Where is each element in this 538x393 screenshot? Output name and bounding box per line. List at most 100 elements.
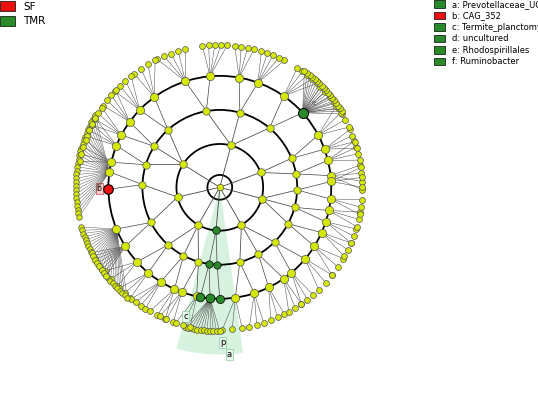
Point: [237, 222, 246, 228]
Point: [320, 85, 328, 91]
Point: [269, 52, 278, 59]
Point: [194, 222, 202, 228]
Point: [144, 61, 152, 68]
Point: [226, 142, 235, 149]
Point: [314, 286, 323, 293]
Point: [136, 303, 145, 309]
Point: [155, 313, 164, 320]
Point: [344, 124, 353, 130]
Point: [198, 43, 207, 49]
Point: [330, 99, 338, 106]
Point: [358, 187, 366, 193]
Point: [74, 160, 82, 166]
Point: [121, 292, 129, 299]
Point: [179, 322, 187, 328]
Point: [298, 110, 307, 116]
Point: [108, 280, 117, 286]
Point: [354, 216, 363, 222]
Point: [105, 169, 114, 175]
Point: [82, 130, 91, 136]
Point: [337, 109, 345, 116]
Point: [82, 237, 90, 243]
Point: [137, 66, 145, 72]
Point: [77, 145, 86, 151]
Point: [72, 198, 81, 205]
Point: [325, 94, 334, 100]
Point: [123, 294, 132, 301]
Point: [253, 79, 262, 86]
Point: [141, 162, 150, 168]
Point: [300, 68, 309, 74]
Point: [141, 306, 150, 312]
Point: [96, 264, 104, 270]
Point: [200, 327, 208, 334]
Point: [115, 285, 123, 291]
Point: [228, 326, 237, 332]
Point: [279, 93, 288, 99]
Text: e: e: [312, 100, 316, 106]
Point: [178, 289, 186, 295]
Point: [236, 259, 244, 265]
Point: [209, 328, 218, 334]
Point: [284, 220, 293, 227]
Point: [237, 43, 245, 50]
Point: [164, 127, 172, 133]
Point: [174, 48, 182, 54]
Point: [308, 76, 316, 82]
Point: [186, 323, 195, 330]
Wedge shape: [176, 187, 243, 354]
Point: [150, 94, 159, 100]
Point: [170, 286, 179, 292]
Point: [181, 46, 190, 52]
Point: [293, 65, 302, 71]
Point: [236, 109, 244, 116]
Point: [298, 68, 307, 75]
Point: [310, 243, 318, 250]
Point: [358, 184, 366, 191]
Point: [72, 195, 81, 201]
Point: [334, 105, 342, 111]
Point: [297, 301, 306, 307]
Point: [102, 273, 111, 279]
Point: [217, 42, 225, 48]
Point: [336, 105, 344, 112]
Point: [324, 90, 332, 96]
Point: [317, 230, 326, 236]
Text: c: c: [183, 312, 188, 321]
Point: [133, 259, 141, 265]
Point: [184, 325, 193, 331]
Point: [73, 206, 82, 213]
Point: [72, 175, 81, 182]
Point: [266, 317, 275, 323]
Point: [153, 56, 162, 62]
Point: [216, 328, 224, 334]
Point: [126, 295, 134, 301]
Point: [297, 301, 306, 307]
Point: [279, 275, 288, 282]
Point: [238, 325, 246, 331]
Point: [94, 261, 102, 267]
Point: [327, 196, 335, 202]
Point: [250, 46, 259, 52]
Point: [339, 255, 348, 262]
Point: [86, 123, 94, 129]
Point: [112, 142, 121, 149]
Point: [322, 219, 330, 225]
Point: [173, 194, 182, 200]
Point: [345, 126, 354, 132]
Point: [352, 145, 361, 151]
Point: [324, 208, 333, 214]
Point: [332, 100, 341, 106]
Point: [74, 210, 82, 217]
Point: [357, 204, 365, 210]
Point: [97, 266, 106, 273]
Point: [292, 171, 300, 177]
Point: [72, 179, 80, 185]
Point: [75, 152, 84, 158]
Point: [172, 320, 180, 326]
Point: [121, 243, 130, 250]
Point: [106, 277, 115, 284]
Point: [115, 288, 124, 294]
Point: [102, 272, 110, 279]
Point: [350, 139, 359, 145]
